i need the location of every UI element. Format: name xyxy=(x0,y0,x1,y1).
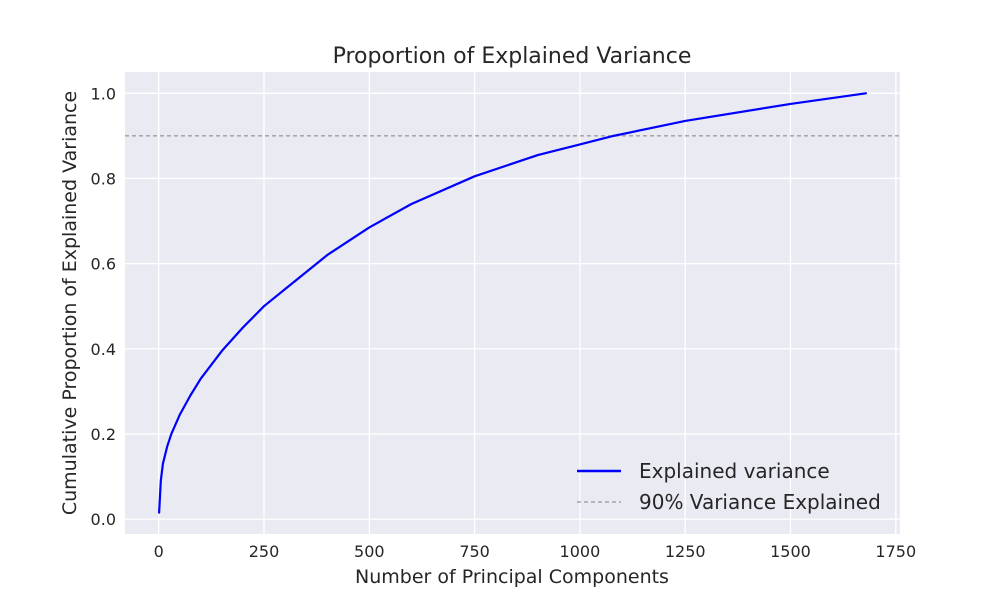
legend-label-explained-variance: Explained variance xyxy=(639,459,830,483)
series-layer xyxy=(158,92,867,514)
plot-background xyxy=(125,72,900,534)
x-tick-label: 1750 xyxy=(875,542,916,561)
x-tick-label: 1000 xyxy=(560,542,601,561)
y-tick-label: 0.8 xyxy=(91,169,116,188)
x-tick-label: 1250 xyxy=(665,542,706,561)
y-axis-ticks: 0.0 0.2 0.4 0.6 0.8 1.0 xyxy=(91,84,116,529)
chart-title: Proportion of Explained Variance xyxy=(333,44,692,69)
x-tick-label: 500 xyxy=(354,542,385,561)
y-tick-label: 0.6 xyxy=(91,255,116,274)
x-tick-label: 0 xyxy=(154,542,164,561)
x-axis-label: Number of Principal Components xyxy=(355,566,669,588)
y-tick-label: 0.2 xyxy=(91,425,116,444)
y-tick-label: 0.4 xyxy=(91,340,116,359)
y-tick-label: 1.0 xyxy=(91,84,116,103)
x-tick-label: 1500 xyxy=(770,542,811,561)
x-axis-ticks: 0 250 500 750 1000 1250 1500 1750 xyxy=(154,542,917,561)
x-tick-label: 250 xyxy=(249,542,280,561)
y-axis-label: Cumulative Proportion of Explained Varia… xyxy=(59,91,81,515)
series-line-explained-variance xyxy=(158,92,867,514)
x-tick-label: 750 xyxy=(459,542,490,561)
grid xyxy=(125,72,900,534)
legend: Explained variance 90% Variance Explaine… xyxy=(577,459,881,514)
legend-label-90-variance-explained: 90% Variance Explained xyxy=(639,490,881,514)
y-tick-label: 0.0 xyxy=(91,510,116,529)
